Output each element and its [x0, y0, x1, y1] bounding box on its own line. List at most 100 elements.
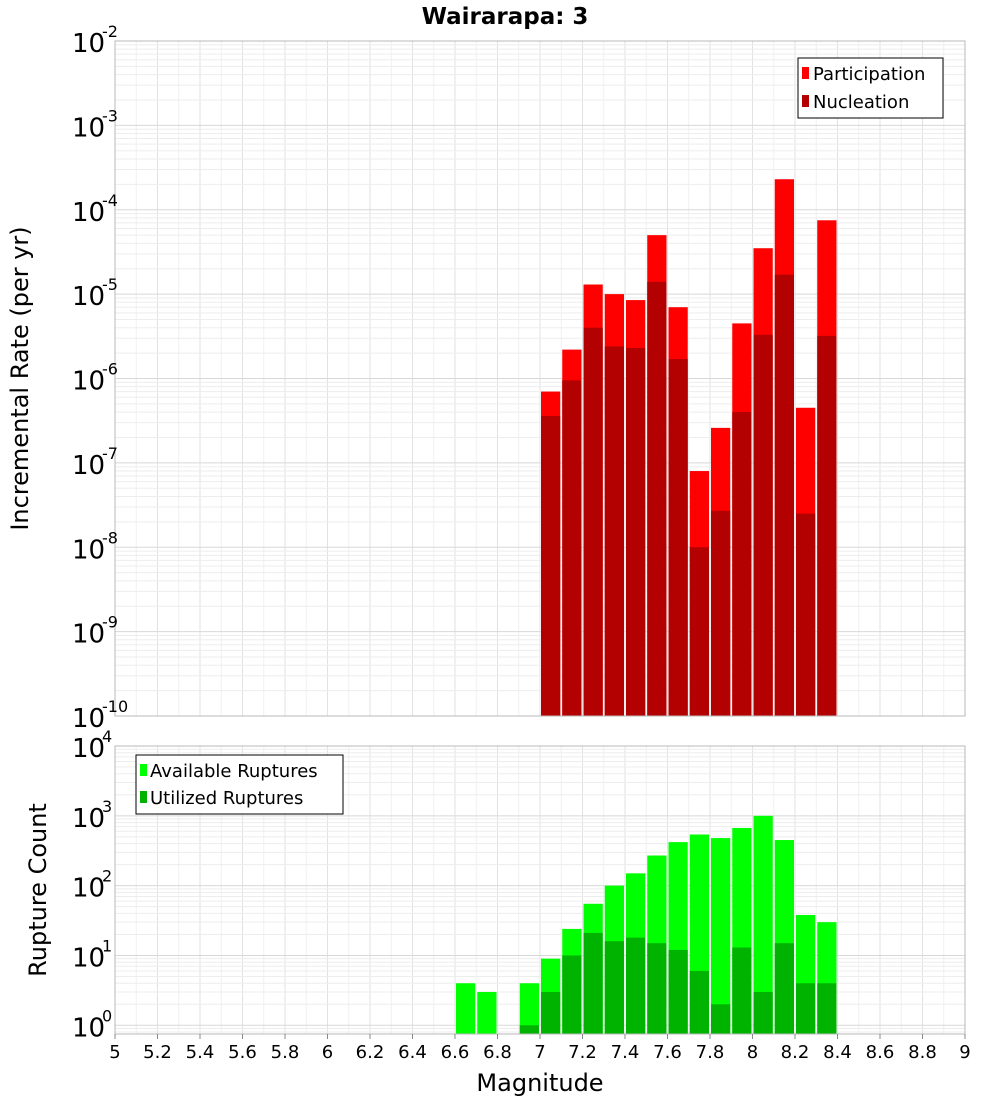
- bar-utilized-ruptures: [753, 991, 773, 1034]
- count-bars: [456, 815, 837, 1034]
- bar-utilized-ruptures: [732, 947, 752, 1034]
- rate-y-axis-label: Incremental Rate (per yr): [6, 226, 34, 530]
- rate-y-tick: 10-7: [72, 444, 118, 481]
- rate-y-tick-base: 10: [72, 451, 105, 481]
- x-tick-label: 6.4: [398, 1042, 427, 1063]
- rate-y-tick-base: 10: [72, 282, 105, 312]
- x-tick-label: 8.4: [823, 1042, 852, 1063]
- x-tick-label: 8.8: [908, 1042, 937, 1063]
- bar-nucleation: [711, 510, 731, 716]
- rate-y-tick-exponent: -6: [102, 360, 118, 379]
- bar-nucleation: [817, 335, 837, 716]
- count-legend-box: [135, 754, 344, 815]
- bar-nucleation: [732, 412, 752, 716]
- bar-utilized-ruptures: [711, 1004, 731, 1034]
- legend-swatch-utilized: [140, 791, 147, 803]
- bar-available-ruptures: [519, 983, 539, 1034]
- x-tick-label: 8: [747, 1042, 758, 1063]
- legend-swatch-nucleation: [802, 95, 809, 107]
- bar-utilized-ruptures: [817, 983, 837, 1034]
- count-y-tick-base: 10: [72, 943, 105, 973]
- legend-label-available: Available Ruptures: [150, 761, 318, 782]
- x-tick-label: 5: [109, 1042, 120, 1063]
- x-tick-label: 7.2: [568, 1042, 597, 1063]
- rate-y-tick-base: 10: [72, 198, 105, 228]
- count-y-tick-base: 10: [72, 804, 105, 834]
- rate-y-tick-exponent: -10: [102, 697, 128, 716]
- count-y-tick: 104: [72, 727, 112, 764]
- bar-nucleation: [541, 415, 561, 716]
- count-y-tick-exponent: 3: [102, 797, 112, 816]
- bar-utilized-ruptures: [626, 937, 646, 1034]
- bar-utilized-ruptures: [647, 943, 667, 1034]
- bar-nucleation: [668, 359, 688, 716]
- rate-y-tick: 10-4: [72, 191, 118, 228]
- x-tick-label: 8.2: [781, 1042, 810, 1063]
- x-tick-label: 6.8: [483, 1042, 512, 1063]
- bar-available-ruptures: [711, 838, 731, 1034]
- bar-nucleation: [647, 281, 667, 716]
- rate-y-tick-base: 10: [72, 704, 105, 734]
- rate-y-tick-exponent: -8: [102, 528, 118, 547]
- x-tick-label: 5.8: [271, 1042, 300, 1063]
- legend-label-participation: Participation: [813, 64, 925, 85]
- rate-y-tick-base: 10: [72, 29, 105, 59]
- bar-nucleation: [774, 274, 794, 716]
- bar-nucleation: [604, 346, 624, 716]
- x-tick-label: 7.4: [611, 1042, 640, 1063]
- rate-y-tick-exponent: -4: [102, 191, 118, 210]
- rate-y-tick: 10-9: [72, 613, 118, 650]
- legend-swatch-available: [140, 764, 147, 776]
- rate-plot-frame: [114, 40, 966, 717]
- x-tick-label: 7.6: [653, 1042, 682, 1063]
- x-tick-label: 5.2: [143, 1042, 172, 1063]
- rate-gridlines: [114, 41, 966, 717]
- bar-nucleation: [626, 347, 646, 716]
- rate-y-tick-exponent: -3: [102, 106, 118, 125]
- x-tick-label: 7.8: [696, 1042, 725, 1063]
- rate-y-tick: 10-8: [72, 528, 118, 565]
- bar-nucleation: [753, 334, 773, 716]
- count-y-tick-exponent: 4: [102, 727, 112, 746]
- legend-swatch-participation: [802, 67, 809, 79]
- bar-available-ruptures: [753, 815, 773, 1034]
- rate-y-tick-exponent: -5: [102, 275, 118, 294]
- count-y-axis-label: Rupture Count: [24, 803, 52, 977]
- count-y-tick: 101: [72, 936, 112, 973]
- rate-y-tick: 10-2: [72, 22, 118, 59]
- bar-available-ruptures: [477, 991, 497, 1034]
- bar-utilized-ruptures: [668, 949, 688, 1034]
- count-y-tick-exponent: 1: [102, 936, 112, 955]
- x-tick-label: 6.2: [356, 1042, 385, 1063]
- rate-y-tick: 10-6: [72, 360, 118, 397]
- bar-utilized-ruptures: [583, 932, 603, 1034]
- legend-label-utilized: Utilized Ruptures: [150, 788, 303, 809]
- rate-y-tick-base: 10: [72, 367, 105, 397]
- count-y-tick: 102: [72, 867, 112, 904]
- rate-y-tick-base: 10: [72, 113, 105, 143]
- x-tick-label: 5.4: [186, 1042, 215, 1063]
- x-axis-ticks: 5 5.2 5.4 5.6 5.8 6 6.2 6.4 6.6 6.8 7 7.2 7.4 7.6 7.8 8…: [109, 1034, 971, 1063]
- count-y-tick-base: 10: [72, 874, 105, 904]
- rate-y-tick-base: 10: [72, 620, 105, 650]
- count-y-tick: 103: [72, 797, 112, 834]
- count-y-tick-exponent: 0: [102, 1006, 112, 1025]
- bar-utilized-ruptures: [604, 941, 624, 1034]
- rate-legend: Participation Nucleation: [797, 57, 944, 119]
- count-y-tick-base: 10: [72, 1013, 105, 1043]
- rate-y-tick: 10-10: [72, 697, 128, 734]
- bar-utilized-ruptures: [541, 991, 561, 1034]
- rate-y-tick-exponent: -2: [102, 22, 118, 41]
- bar-nucleation: [689, 547, 709, 716]
- bar-nucleation: [796, 513, 816, 716]
- rate-legend-box: [797, 57, 944, 119]
- legend-label-nucleation: Nucleation: [813, 92, 909, 113]
- x-tick-label: 9: [959, 1042, 970, 1063]
- bar-utilized-ruptures: [519, 1025, 539, 1034]
- bar-nucleation: [583, 327, 603, 716]
- bar-utilized-ruptures: [562, 955, 582, 1034]
- x-tick-label: 5.6: [228, 1042, 257, 1063]
